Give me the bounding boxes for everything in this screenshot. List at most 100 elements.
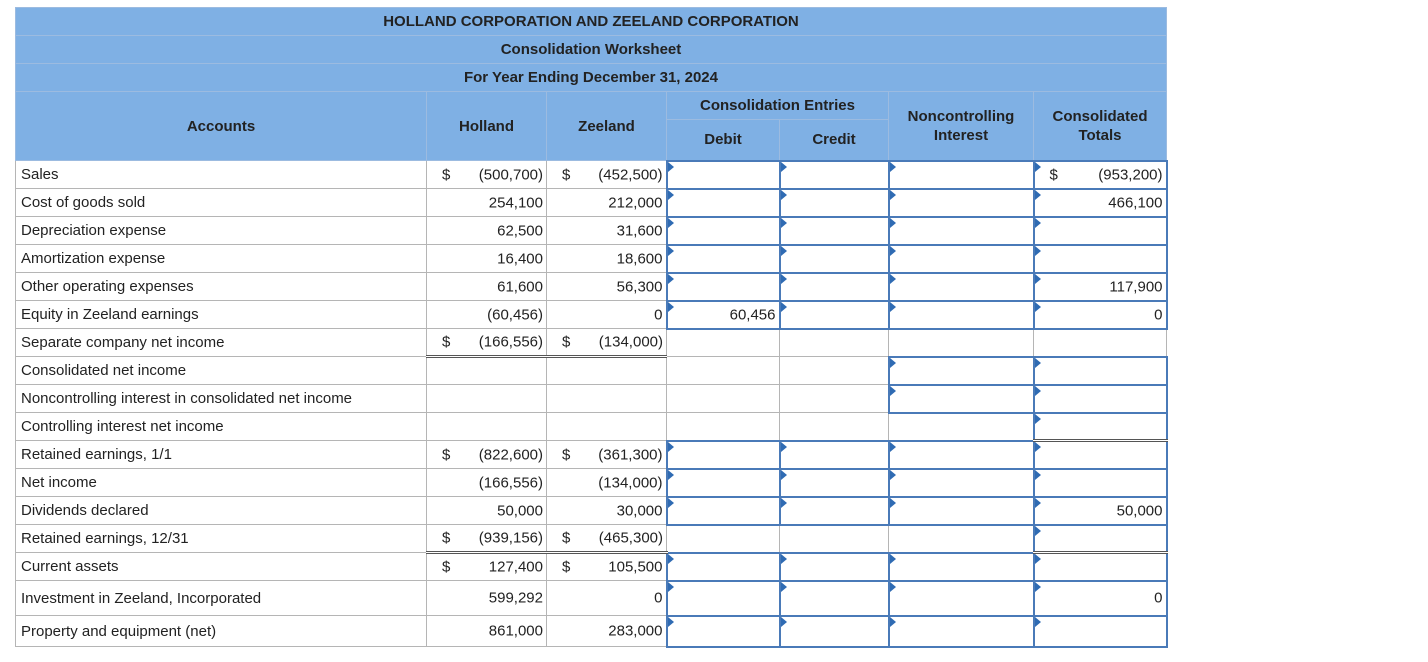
- debit-input[interactable]: [665, 243, 781, 274]
- total-input[interactable]: [1032, 243, 1168, 274]
- total-input[interactable]: [1032, 215, 1168, 246]
- table-row: Amortization expense 16,400 18,600: [15, 243, 1168, 274]
- debit-input[interactable]: [665, 467, 781, 498]
- nci-input[interactable]: [887, 271, 1035, 302]
- header-debit: Debit: [666, 119, 780, 161]
- dollar-sign: $: [442, 558, 451, 576]
- dollar-sign: $: [442, 333, 451, 351]
- zeeland-amount: 283,000: [608, 622, 663, 640]
- zeeland-value: 56,300: [546, 272, 667, 301]
- total-input[interactable]: [1032, 411, 1168, 442]
- credit-input[interactable]: [778, 551, 890, 582]
- account-label: Investment in Zeeland, Incorporated: [15, 580, 427, 616]
- credit-input[interactable]: [778, 439, 890, 470]
- zeeland-amount: (134,000): [598, 333, 663, 351]
- credit-input[interactable]: [778, 614, 890, 648]
- zeeland-value: 18,600: [546, 244, 667, 273]
- nci-input[interactable]: [887, 159, 1035, 190]
- account-label: Current assets: [15, 552, 427, 581]
- debit-input[interactable]: [665, 159, 781, 190]
- credit-input[interactable]: [778, 243, 890, 274]
- total-input[interactable]: [1032, 523, 1168, 554]
- table-row: Equity in Zeeland earnings (60,456) 0 60,45…: [15, 299, 1168, 330]
- nci-input[interactable]: [887, 439, 1035, 470]
- debit-input[interactable]: [665, 215, 781, 246]
- total-input[interactable]: 50,000: [1032, 495, 1168, 526]
- total-input[interactable]: 117,900: [1032, 271, 1168, 302]
- dollar-sign: $: [562, 529, 571, 547]
- zeeland-value: [546, 412, 667, 441]
- total-input[interactable]: 0: [1032, 299, 1168, 330]
- nci-input[interactable]: [887, 299, 1035, 330]
- credit-cell: [779, 328, 889, 357]
- nci-input[interactable]: [887, 215, 1035, 246]
- nci-input[interactable]: [887, 614, 1035, 648]
- table-row: Separate company net income $ (166,556) $ (1…: [15, 328, 1167, 358]
- worksheet-subtitle: Consolidation Worksheet: [15, 35, 1167, 64]
- credit-input[interactable]: [778, 187, 890, 218]
- header-zeeland: Zeeland: [546, 91, 667, 161]
- debit-input[interactable]: [665, 439, 781, 470]
- credit-input[interactable]: [778, 159, 890, 190]
- zeeland-value: $ (361,300): [546, 440, 667, 469]
- zeeland-value: $ (452,500): [546, 160, 667, 189]
- nci-input[interactable]: [887, 355, 1035, 386]
- nci-input[interactable]: [887, 383, 1035, 414]
- total-input[interactable]: $ (953,200): [1032, 159, 1168, 190]
- debit-input[interactable]: [665, 271, 781, 302]
- zeeland-value: [546, 356, 667, 385]
- account-label: Consolidated net income: [15, 356, 427, 385]
- zeeland-amount: (361,300): [598, 446, 663, 463]
- debit-input[interactable]: [665, 614, 781, 648]
- account-label: Noncontrolling interest in consolidated …: [15, 384, 427, 413]
- table-row: Property and equipment (net) 861,000 283,0…: [15, 614, 1168, 648]
- total-input[interactable]: [1032, 551, 1168, 582]
- table-row: Net income (166,556) (134,000): [15, 467, 1168, 498]
- holland-amount: 861,000: [488, 622, 543, 640]
- zeeland-value: [546, 384, 667, 413]
- total-input[interactable]: 0: [1032, 579, 1168, 617]
- nci-input[interactable]: [887, 467, 1035, 498]
- nci-cell: [888, 412, 1034, 441]
- debit-input[interactable]: [665, 551, 781, 582]
- credit-input[interactable]: [778, 579, 890, 617]
- holland-amount: (166,556): [478, 474, 543, 491]
- debit-input[interactable]: [665, 579, 781, 617]
- total-input[interactable]: 466,100: [1032, 187, 1168, 218]
- debit-input[interactable]: [665, 187, 781, 218]
- table-row: Retained earnings, 1/1 $ (822,600) $ (361,30…: [15, 439, 1168, 470]
- zeeland-amount: 0: [654, 306, 663, 323]
- holland-value: 16,400: [426, 244, 547, 273]
- header-noncontrolling-interest: Noncontrolling Interest: [888, 91, 1034, 161]
- credit-input[interactable]: [778, 467, 890, 498]
- dollar-sign: $: [442, 166, 451, 183]
- zeeland-amount: (452,500): [598, 166, 663, 183]
- total-input[interactable]: [1032, 439, 1168, 470]
- worksheet-period: For Year Ending December 31, 2024: [15, 63, 1167, 92]
- credit-input[interactable]: [778, 495, 890, 526]
- nci-input[interactable]: [887, 495, 1035, 526]
- total-input[interactable]: [1032, 467, 1168, 498]
- total-input[interactable]: [1032, 383, 1168, 414]
- nci-input[interactable]: [887, 551, 1035, 582]
- zeeland-value: (134,000): [546, 468, 667, 497]
- debit-input[interactable]: 60,456: [665, 299, 781, 330]
- nci-input[interactable]: [887, 187, 1035, 218]
- holland-value: 62,500: [426, 216, 547, 245]
- credit-input[interactable]: [778, 299, 890, 330]
- nci-input[interactable]: [887, 579, 1035, 617]
- consolidation-worksheet: HOLLAND CORPORATION AND ZEELAND CORPORAT…: [15, 7, 1168, 648]
- total-input[interactable]: [1032, 614, 1168, 648]
- total-amount: 466,100: [1108, 194, 1163, 211]
- credit-input[interactable]: [778, 271, 890, 302]
- account-label: Retained earnings, 1/1: [15, 440, 427, 469]
- nci-input[interactable]: [887, 243, 1035, 274]
- total-amount: 0: [1154, 589, 1163, 607]
- credit-input[interactable]: [778, 215, 890, 246]
- debit-input[interactable]: [665, 495, 781, 526]
- table-row: Current assets $127,400 $105,500: [15, 551, 1168, 582]
- zeeland-amount: 18,600: [616, 250, 663, 267]
- holland-amount: (166,556): [478, 333, 543, 351]
- holland-value: $ (500,700): [426, 160, 547, 189]
- total-input[interactable]: [1032, 355, 1168, 386]
